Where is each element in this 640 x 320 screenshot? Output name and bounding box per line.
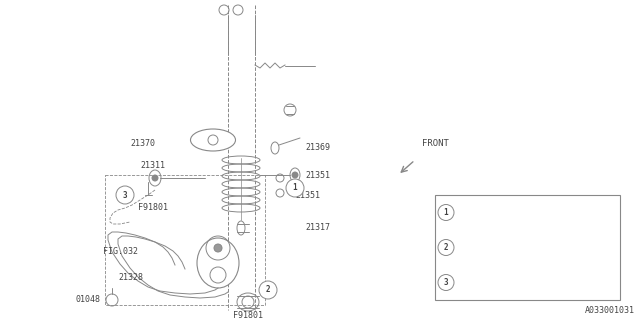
Text: 2: 2 bbox=[444, 243, 448, 252]
Circle shape bbox=[286, 179, 304, 197]
Text: A033001031: A033001031 bbox=[585, 306, 635, 315]
Text: F91801: F91801 bbox=[138, 204, 168, 212]
Text: H611031 (’06MY0501- ): H611031 (’06MY0501- ) bbox=[461, 252, 558, 261]
Circle shape bbox=[438, 204, 454, 220]
Text: 3: 3 bbox=[444, 278, 448, 287]
Text: 21351: 21351 bbox=[295, 190, 320, 199]
Bar bbox=[435, 195, 620, 300]
Text: 01048: 01048 bbox=[75, 295, 100, 305]
Circle shape bbox=[152, 175, 158, 181]
Circle shape bbox=[259, 281, 277, 299]
Circle shape bbox=[438, 275, 454, 291]
Circle shape bbox=[292, 172, 298, 178]
Text: 1: 1 bbox=[292, 183, 298, 193]
Text: 21311: 21311 bbox=[140, 161, 165, 170]
Circle shape bbox=[214, 244, 222, 252]
Text: 21369: 21369 bbox=[305, 143, 330, 153]
Text: H611131 ( -’05MY0503>: H611131 ( -’05MY0503> bbox=[461, 234, 558, 243]
Text: FIG.032: FIG.032 bbox=[103, 247, 138, 257]
Text: 2: 2 bbox=[266, 285, 270, 294]
Text: 21328: 21328 bbox=[118, 274, 143, 283]
Text: 21351: 21351 bbox=[305, 171, 330, 180]
Ellipse shape bbox=[191, 129, 236, 151]
Text: FRONT: FRONT bbox=[422, 139, 449, 148]
Text: H6111   ( -’05MY0503>: H6111 ( -’05MY0503> bbox=[461, 269, 558, 278]
Text: F91801: F91801 bbox=[233, 310, 263, 319]
Ellipse shape bbox=[197, 238, 239, 288]
Text: H611171 (’06MY0501- ): H611171 (’06MY0501- ) bbox=[461, 217, 558, 226]
Text: H611161 (’06MY0501- ): H611161 (’06MY0501- ) bbox=[461, 287, 558, 296]
Text: 1: 1 bbox=[444, 208, 448, 217]
Text: H611031 ( -’05MY0503>: H611031 ( -’05MY0503> bbox=[461, 199, 558, 208]
Text: 21317: 21317 bbox=[305, 222, 330, 231]
Circle shape bbox=[438, 239, 454, 255]
Text: 21370: 21370 bbox=[130, 139, 155, 148]
Text: 3: 3 bbox=[123, 190, 127, 199]
Circle shape bbox=[116, 186, 134, 204]
